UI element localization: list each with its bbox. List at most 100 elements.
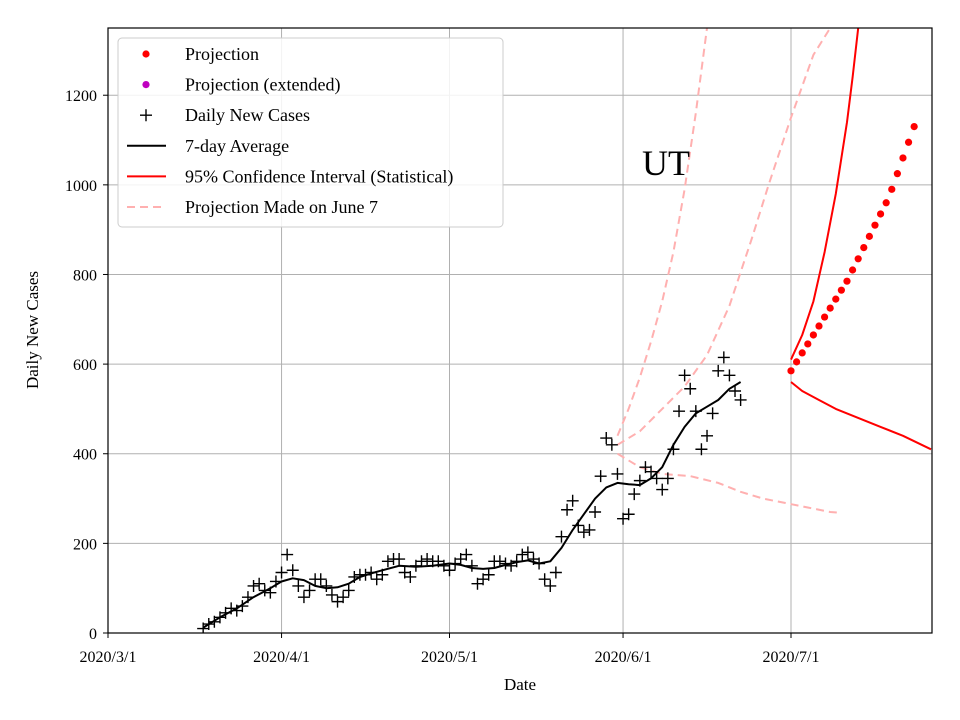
- daily-case-point: [723, 369, 736, 382]
- projection-point: [820, 313, 829, 321]
- daily-case-point: [566, 494, 579, 507]
- daily-case-point: [516, 548, 529, 561]
- daily-case-point: [561, 503, 574, 516]
- daily-case-point: [729, 385, 742, 397]
- legend-label: 95% Confidence Interval (Statistical): [185, 166, 453, 187]
- projection-point: [893, 170, 901, 178]
- 95-confidence-interval-statistical-line: [790, 28, 860, 361]
- daily-case-point: [583, 523, 596, 536]
- daily-case-point: [589, 506, 602, 518]
- legend-entry-95-confidence-interval-statistical: 95% Confidence Interval (Statistical): [127, 166, 453, 187]
- projection-point: [899, 154, 907, 162]
- projection-point: [871, 221, 879, 229]
- daily-case-point: [465, 559, 478, 572]
- daily-case-point: [303, 584, 316, 597]
- projection-point: [848, 266, 857, 274]
- daily-case-point: [645, 465, 658, 478]
- daily-case-point: [281, 548, 294, 561]
- projection-point: [904, 138, 913, 146]
- daily-case-point: [286, 564, 299, 577]
- daily-case-point: [521, 546, 534, 559]
- daily-case-point: [421, 553, 434, 566]
- y-tick-label: 1000: [65, 178, 97, 195]
- daily-case-point: [600, 432, 613, 445]
- daily-case-point: [342, 584, 355, 597]
- projection-point: [809, 331, 817, 339]
- daily-case-point: [482, 568, 495, 581]
- daily-case-point: [656, 483, 669, 496]
- 7-day-average-line: [202, 381, 742, 629]
- plot-area: [197, 28, 932, 633]
- legend: Projection Projection (extended) Daily New…: [117, 37, 504, 228]
- projection-point: [882, 199, 890, 207]
- daily-case-point: [258, 584, 271, 597]
- daily-case-point: [510, 555, 523, 568]
- daily-case-point: [264, 586, 277, 599]
- daily-case-point: [460, 548, 473, 561]
- daily-case-point: [275, 566, 288, 579]
- legend-label: Daily New Cases: [185, 105, 310, 125]
- legend-entry-daily-new-cases: Daily New Cases: [140, 105, 310, 125]
- daily-case-point: [292, 579, 305, 592]
- legend-label: Projection Made on June 7: [185, 197, 378, 217]
- x-tick-label: 2020/3/1: [80, 649, 137, 666]
- legend-plus-marker: [140, 109, 152, 122]
- plot-series: [197, 28, 932, 633]
- legend-entry-projection-extended: Projection (extended): [142, 75, 340, 96]
- legend-entry-7-day-average: 7-day Average: [127, 136, 289, 156]
- projection-point: [804, 340, 812, 348]
- daily-case-point: [236, 600, 249, 613]
- daily-case-point: [689, 405, 702, 418]
- projection-point: [860, 243, 868, 252]
- daily-case-point: [650, 472, 663, 485]
- daily-case-point: [533, 557, 546, 570]
- daily-case-point: [673, 405, 686, 418]
- daily-case-point: [443, 564, 456, 577]
- daily-case-point: [594, 470, 607, 483]
- projection-point: [843, 277, 851, 285]
- daily-case-point: [253, 577, 266, 590]
- daily-case-point: [241, 591, 254, 604]
- daily-case-point: [325, 588, 338, 601]
- projection-point: [837, 286, 845, 294]
- daily-case-point: [493, 555, 506, 568]
- daily-case-point: [549, 566, 562, 579]
- daily-case-point: [359, 568, 372, 581]
- daily-case-point: [701, 429, 714, 442]
- daily-case-point: [695, 443, 708, 456]
- daily-case-point: [202, 618, 215, 631]
- daily-case-point: [611, 467, 624, 480]
- daily-case-point: [348, 570, 361, 583]
- legend-dot-marker: [142, 50, 150, 58]
- projection-point: [910, 122, 918, 131]
- x-tick-label: 2020/7/1: [763, 649, 820, 666]
- projection-point: [787, 367, 795, 375]
- daily-case-point: [225, 602, 238, 615]
- legend-entry-projection-made-on-june-7: Projection Made on June 7: [127, 197, 378, 217]
- x-tick-label: 2020/5/1: [421, 649, 478, 666]
- daily-case-point: [661, 472, 674, 485]
- daily-case-point: [633, 474, 646, 487]
- daily-case-point: [297, 591, 310, 604]
- daily-case-point: [320, 579, 333, 592]
- daily-case-point: [572, 519, 585, 532]
- daily-case-point: [622, 508, 635, 521]
- daily-case-point: [415, 555, 428, 568]
- legend-label: Projection (extended): [185, 75, 340, 96]
- axis-ticks: 2020/3/1 2020/4/1 2020/5/1 2020/6/1 2020/7/1…: [65, 88, 819, 666]
- daily-case-point: [247, 579, 260, 592]
- daily-case-point: [269, 575, 282, 588]
- daily-case-point: [337, 591, 350, 604]
- daily-case-point: [404, 570, 417, 583]
- legend-label: Projection: [185, 44, 259, 64]
- daily-case-point: [628, 488, 641, 501]
- projection-made-on-june-7-line: [616, 28, 832, 446]
- projection-point: [876, 210, 885, 218]
- x-tick-label: 2020/4/1: [253, 649, 310, 666]
- y-tick-label: 600: [73, 357, 97, 374]
- daily-case-point: [555, 530, 568, 543]
- projection-point: [798, 349, 806, 357]
- projection-point: [815, 322, 823, 330]
- daily-case-point: [734, 393, 747, 406]
